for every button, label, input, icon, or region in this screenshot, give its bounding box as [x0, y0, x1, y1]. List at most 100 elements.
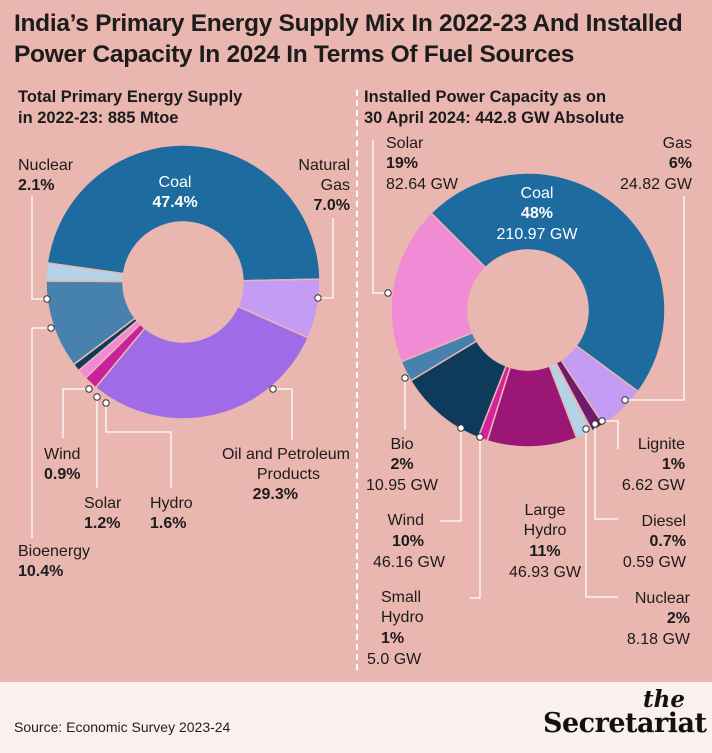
right-leader-bio-dot	[401, 374, 409, 382]
right-gw-large-hydro: 46.93 GW	[509, 564, 582, 581]
right-label-wind: Wind	[388, 512, 424, 529]
left-leader-nuclear-line	[31, 196, 47, 300]
left-leader-bioenergy-line	[31, 327, 51, 538]
left-subtitle-line-2: in 2022-23: 885 Mtoe	[18, 109, 179, 127]
right-leader-gas-dot	[621, 396, 629, 404]
left-label-natural-gas-1: Natural	[298, 157, 350, 174]
brand-logo-secretariat: Secretariat	[543, 708, 707, 739]
footer-bar	[0, 682, 712, 753]
right-value-lignite: 1%	[662, 456, 685, 473]
left-leader-hydro-dot	[102, 399, 110, 407]
chart-title: India’s Primary Energy Supply Mix In 202…	[14, 8, 704, 70]
left-slice-coal	[46, 144, 321, 282]
left-label-bioenergy: Bioenergy	[18, 543, 90, 560]
right-label-large-hydro-1: Large	[525, 502, 566, 519]
right-leader-solar-dot	[384, 289, 392, 297]
left-value-wind: 0.9%	[44, 466, 80, 483]
right-gw-nuclear: 8.18 GW	[627, 631, 691, 648]
right-leader-small-hydro-line	[470, 437, 481, 599]
right-label-nuclear: Nuclear	[635, 590, 691, 607]
right-label-lignite: Lignite	[638, 436, 685, 453]
left-value-bioenergy: 10.4%	[18, 563, 63, 580]
right-value-large-hydro: 11%	[529, 543, 560, 560]
right-leader-solar-line	[372, 140, 388, 294]
chart-title-line-2: Power Capacity In 2024 In Terms Of Fuel …	[14, 41, 575, 68]
right-gw-small-hydro: 5.0 GW	[367, 651, 422, 668]
right-gw-lignite: 6.62 GW	[622, 477, 686, 494]
left-label-wind: Wind	[44, 446, 80, 463]
right-leader-diesel-dot	[591, 420, 599, 428]
right-donut	[390, 172, 666, 448]
left-value-solar: 1.2%	[84, 515, 120, 532]
left-slice-oil-and-petroleum-products	[94, 305, 310, 420]
left-leader-natural-gas-dot	[314, 294, 322, 302]
right-label-small-hydro-1: Small	[381, 589, 421, 606]
right-value-diesel: 0.7%	[650, 533, 686, 550]
right-label-bio: Bio	[390, 436, 413, 453]
right-value-solar: 19%	[386, 155, 418, 172]
right-gw-coal: 210.97 GW	[497, 226, 579, 243]
left-value-nuclear: 2.1%	[18, 177, 54, 194]
left-label-solar: Solar	[84, 495, 122, 512]
left-leader-wind-line	[62, 388, 89, 438]
left-donut	[45, 144, 321, 420]
left-subtitle-line-1: Total Primary Energy Supply	[18, 88, 243, 106]
left-label-oil-2: Products	[257, 466, 320, 483]
left-leader-hydro-line	[105, 403, 172, 488]
right-value-coal: 48%	[521, 205, 553, 222]
left-subtitle: Total Primary Energy Supply in 2022-23: …	[18, 87, 242, 129]
right-gw-bio: 10.95 GW	[366, 477, 439, 494]
right-label-coal: Coal	[521, 185, 554, 202]
right-gw-wind: 46.16 GW	[373, 554, 446, 571]
right-label-solar: Solar	[386, 135, 424, 152]
left-label-natural-gas-2: Gas	[321, 177, 350, 194]
right-leader-diesel-line	[594, 424, 618, 520]
right-value-wind: 10%	[392, 533, 424, 550]
right-leader-lignite-dot	[598, 417, 606, 425]
left-value-coal: 47.4%	[152, 194, 197, 211]
right-subtitle-line-1: Installed Power Capacity as on	[364, 88, 607, 106]
right-value-bio: 2%	[390, 456, 413, 473]
left-value-oil: 29.3%	[253, 486, 298, 503]
left-leader-natural-gas-line	[318, 218, 334, 299]
left-label-hydro: Hydro	[150, 495, 193, 512]
left-slice-nuclear	[45, 262, 125, 283]
left-label-nuclear: Nuclear	[18, 157, 74, 174]
left-label-coal: Coal	[159, 174, 192, 191]
right-gw-solar: 82.64 GW	[386, 176, 459, 193]
chart-divider	[356, 90, 358, 670]
right-label-diesel: Diesel	[642, 513, 686, 530]
right-leader-gas-line	[625, 196, 685, 401]
right-leader-wind-dot	[457, 424, 465, 432]
right-gw-diesel: 0.59 GW	[623, 554, 687, 571]
source-note: Source: Economic Survey 2023-24	[14, 719, 231, 735]
charts-canvas: Coal 47.4% Natural Gas 7.0% Nuclear 2.1% Bioene…	[18, 135, 693, 668]
right-subtitle: Installed Power Capacity as on 30 April …	[364, 87, 624, 129]
right-label-gas: Gas	[663, 135, 692, 152]
right-value-nuclear: 2%	[667, 610, 690, 627]
left-leader-oil-line	[273, 388, 293, 440]
right-slice-solar	[390, 212, 487, 363]
chart-title-line-1: India’s Primary Energy Supply Mix In 202…	[14, 10, 683, 37]
left-leader-wind-dot	[85, 385, 93, 393]
left-leader-nuclear-dot	[43, 295, 51, 303]
right-label-small-hydro-2: Hydro	[381, 609, 424, 626]
left-leader-bioenergy-dot	[47, 324, 55, 332]
right-subtitle-line-2: 30 April 2024: 442.8 GW Absolute	[364, 109, 625, 127]
right-gw-gas: 24.82 GW	[620, 176, 693, 193]
left-leader-solar-dot	[93, 393, 101, 401]
left-leader-oil-dot	[269, 385, 277, 393]
right-value-small-hydro: 1%	[381, 630, 404, 647]
left-value-hydro: 1.6%	[150, 515, 186, 532]
right-leader-small-hydro-dot	[476, 433, 484, 441]
left-value-natural-gas: 7.0%	[314, 197, 350, 214]
brand-logo-the: the	[643, 686, 685, 713]
right-leader-nuclear-dot	[582, 425, 590, 433]
right-leader-lignite-line	[602, 420, 619, 449]
left-label-oil-1: Oil and Petroleum	[222, 446, 350, 463]
right-value-gas: 6%	[669, 155, 692, 172]
right-leader-wind-line	[440, 428, 462, 522]
right-slice-coal	[430, 172, 666, 393]
right-leader-nuclear-line	[585, 429, 618, 598]
right-label-large-hydro-2: Hydro	[524, 522, 567, 539]
